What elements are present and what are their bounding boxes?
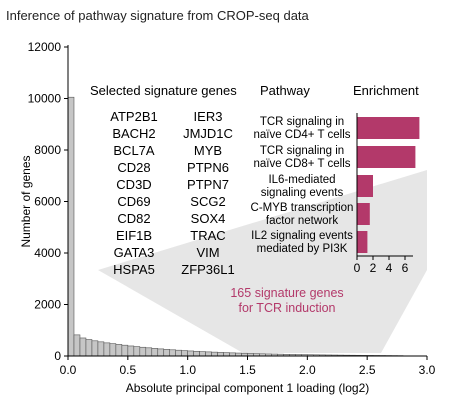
enrichment-bar	[357, 203, 370, 225]
x-tick-label: 2.5	[359, 363, 376, 377]
histogram-axes: 0 2000 4000 6000 8000 10000 12000 0.0 0.5 1.0 1.5 2…	[19, 40, 436, 395]
x-tick-label: 0.0	[60, 363, 77, 377]
pathway-label: TCR signaling in	[260, 145, 344, 157]
enrichment-tick-label: 4	[386, 261, 393, 275]
histogram-bar	[163, 349, 171, 357]
signature-count-label: for TCR induction	[238, 301, 335, 315]
gene-name: GATA3	[114, 245, 155, 260]
enrichment-bar	[357, 231, 368, 253]
signature-count-label: 165 signature genes	[230, 286, 343, 300]
gene-name: BCL7A	[113, 143, 155, 158]
pathway-label: factor network	[266, 215, 338, 227]
histogram-bar	[109, 343, 117, 357]
y-tick-label: 12000	[28, 40, 62, 54]
histogram-bar	[151, 348, 159, 357]
genes-header: Selected signature genes	[90, 83, 237, 98]
pathway-header: Pathway	[260, 83, 310, 98]
y-tick-label: 0	[54, 349, 61, 363]
pathway-label: IL2 signaling events	[251, 230, 353, 242]
x-tick-label: 1.5	[239, 363, 256, 377]
histogram-bar	[217, 352, 224, 357]
enrichment-bar	[357, 146, 416, 168]
pathway-label: naïve CD4+ T cells	[253, 129, 350, 141]
callout-wedge	[98, 170, 427, 353]
enrichment-tick-label: 2	[370, 261, 377, 275]
x-axis-label: Absolute principal component 1 loading (…	[126, 381, 370, 395]
signature-gene-list: ATP2B1 BACH2 BCL7A CD28 CD3D CD69 CD82 EIF1B GAT…	[110, 109, 234, 277]
gene-name: EIF1B	[116, 228, 152, 243]
histogram-bar	[127, 345, 135, 357]
gene-name: CD82	[117, 211, 150, 226]
histogram-bar	[175, 349, 182, 357]
pathway-label: IL6-mediated	[268, 174, 335, 186]
gene-name: HSPA5	[113, 262, 155, 277]
enrichment-bar	[357, 117, 420, 139]
pathway-label: C-MYB transcription	[251, 202, 354, 214]
pathway-label: naïve CD8+ T cells	[253, 158, 350, 170]
gene-name: ATP2B1	[110, 109, 157, 124]
histogram-bar	[223, 352, 230, 357]
histogram-bar	[97, 341, 105, 357]
histogram-bar	[157, 348, 165, 357]
enrichment-header: Enrichment	[353, 83, 419, 98]
histogram-bar	[91, 340, 99, 357]
y-axis-label: Number of genes	[19, 155, 33, 247]
y-tick-label: 2000	[34, 298, 61, 312]
gene-name: SCG2	[190, 194, 225, 209]
gene-name: CD69	[117, 194, 150, 209]
gene-name: MYB	[194, 143, 222, 158]
figure-title: Inference of pathway signature from CROP…	[6, 8, 309, 23]
histogram-bar	[187, 350, 194, 357]
pathway-label: signaling events	[261, 187, 344, 199]
histogram-bar	[145, 347, 153, 357]
gene-name: BACH2	[112, 126, 155, 141]
histogram-bar	[85, 339, 93, 357]
y-tick-label: 6000	[34, 195, 61, 209]
gene-name: CD3D	[116, 177, 151, 192]
histogram-bar	[193, 350, 200, 357]
y-tick-label: 10000	[28, 92, 62, 106]
gene-name: ZFP36L1	[181, 262, 234, 277]
enrichment-tick-label: 0	[354, 261, 361, 275]
histogram-bar	[115, 344, 123, 357]
gene-name: PTPN7	[187, 177, 229, 192]
histogram-bar	[169, 349, 176, 357]
pathway-label: TCR signaling in	[260, 116, 344, 128]
histogram-bar	[121, 344, 129, 357]
histogram-bar	[67, 96, 75, 357]
y-tick-label: 4000	[34, 246, 61, 260]
histogram-bar	[139, 346, 147, 357]
x-tick-label: 0.5	[119, 363, 136, 377]
gene-name: SOX4	[191, 211, 226, 226]
gene-name: TRAC	[190, 228, 225, 243]
enrichment-tick-label: 6	[402, 261, 409, 275]
enrichment-bars	[357, 117, 420, 253]
histogram-bar	[133, 346, 141, 357]
pathway-label: mediated by PI3K	[257, 243, 348, 255]
histogram-bar	[211, 351, 218, 357]
x-tick-label: 3.0	[419, 363, 436, 377]
gene-name: CD28	[117, 160, 150, 175]
x-tick-label: 1.0	[179, 363, 196, 377]
x-tick-label: 2.0	[299, 363, 316, 377]
histogram-bar	[73, 334, 81, 357]
histogram-bar	[79, 337, 87, 357]
y-tick-label: 8000	[34, 143, 61, 157]
gene-name: JMJD1C	[183, 126, 233, 141]
histogram-bar	[199, 351, 206, 357]
histogram-bar	[205, 351, 212, 357]
gene-name: IER3	[194, 109, 223, 124]
histogram-bar	[103, 342, 111, 357]
enrichment-bar	[357, 175, 373, 197]
gene-name: PTPN6	[187, 160, 229, 175]
histogram-bar	[181, 350, 188, 357]
gene-name: VIM	[196, 245, 219, 260]
